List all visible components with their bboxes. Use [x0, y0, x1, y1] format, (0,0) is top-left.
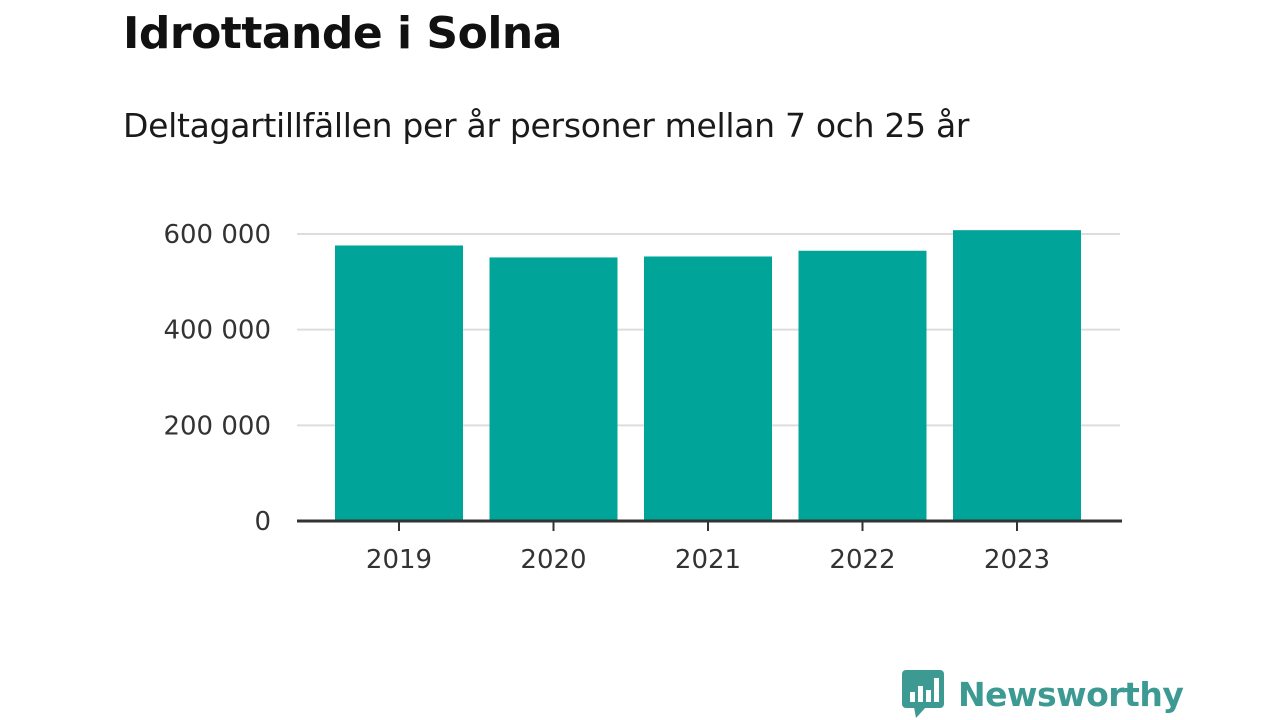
- newsworthy-brand: Newsworthy: [902, 670, 1184, 718]
- chart-subtitle: Deltagartillfällen per år personer mella…: [123, 106, 970, 145]
- bars: [335, 230, 1081, 522]
- bar-2021: [644, 256, 772, 521]
- bar-2020: [489, 257, 618, 521]
- bar-chart: 0 200 000 400 000 600 000 2019 2020 2021 2022 20…: [163, 220, 1122, 575]
- x-tick-label: 2023: [984, 545, 1050, 575]
- y-tick-label: 0: [254, 507, 271, 537]
- bar-2022: [798, 250, 927, 521]
- y-tick-label: 200 000: [163, 411, 271, 441]
- x-tick-label: 2022: [829, 545, 895, 575]
- x-tick-label: 2021: [675, 545, 741, 575]
- bar-2023: [953, 230, 1081, 521]
- bar-chart-speech-bubble-icon: [902, 670, 944, 718]
- y-tick-label: 400 000: [163, 316, 271, 346]
- x-tick-label: 2020: [520, 545, 586, 575]
- y-tick-label: 600 000: [163, 220, 271, 250]
- brand-name: Newsworthy: [958, 674, 1184, 714]
- chart-title: Idrottande i Solna: [123, 8, 562, 59]
- x-tick-label: 2019: [366, 545, 432, 575]
- bar-2019: [335, 245, 463, 522]
- axes: 0 200 000 400 000 600 000 2019 2020 2021 2022 20…: [163, 220, 1122, 575]
